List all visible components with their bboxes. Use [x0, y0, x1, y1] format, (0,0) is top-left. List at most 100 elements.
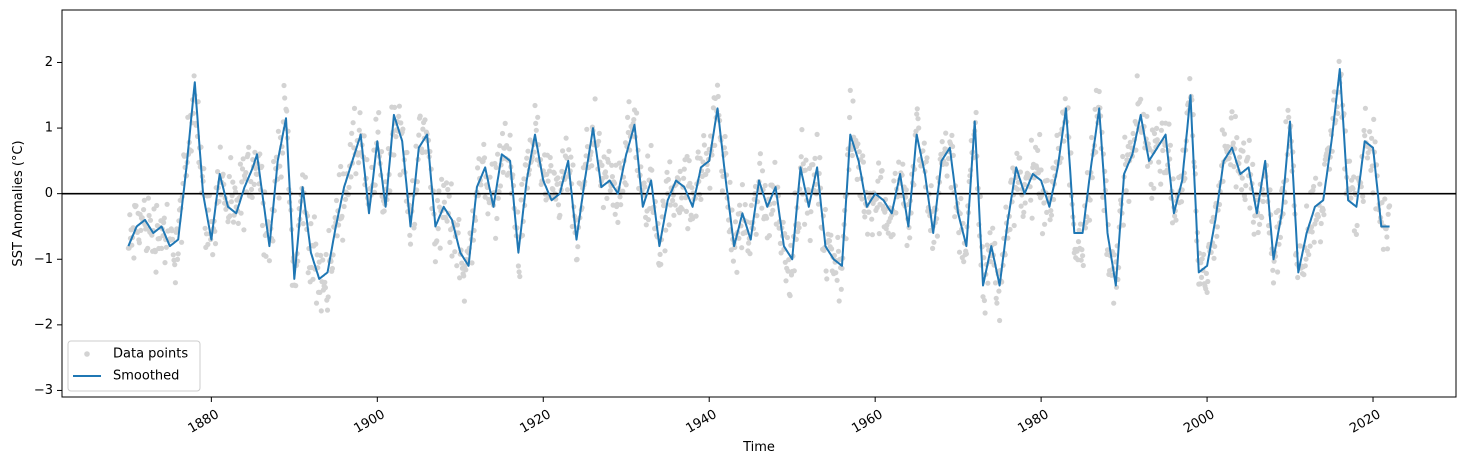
data-point — [1130, 130, 1136, 137]
data-point — [1172, 213, 1178, 219]
data-point — [748, 202, 755, 208]
data-point — [1075, 239, 1082, 245]
data-point — [679, 206, 685, 212]
data-point — [928, 183, 934, 189]
data-point — [705, 168, 711, 174]
data-point — [412, 221, 418, 227]
data-point — [822, 206, 829, 213]
data-point — [475, 165, 481, 171]
data-point — [446, 193, 452, 199]
data-point — [422, 117, 428, 123]
data-point — [1041, 200, 1047, 206]
data-point — [239, 166, 246, 172]
data-point — [1120, 222, 1126, 228]
x-tick-label: 1920 — [518, 407, 554, 437]
data-point — [934, 233, 941, 239]
data-point — [698, 196, 704, 202]
data-point — [856, 149, 862, 155]
data-point — [757, 151, 764, 157]
data-point — [1145, 163, 1151, 169]
data-point — [457, 275, 463, 281]
data-point — [174, 256, 181, 262]
data-point — [248, 178, 254, 185]
data-point — [600, 204, 607, 211]
data-point — [645, 217, 652, 223]
data-point — [478, 182, 484, 188]
data-point — [683, 208, 690, 214]
data-point — [862, 214, 868, 220]
data-point — [1096, 88, 1102, 95]
data-point — [1233, 184, 1239, 190]
data-point — [210, 252, 216, 258]
legend-box — [67, 340, 201, 392]
data-point — [322, 279, 328, 285]
data-point — [948, 185, 954, 191]
data-point — [1321, 212, 1327, 218]
data-point — [163, 244, 169, 250]
data-point — [664, 169, 670, 175]
data-point — [612, 211, 618, 217]
data-point — [338, 163, 344, 170]
data-point — [1039, 231, 1046, 237]
data-point — [584, 126, 590, 132]
data-point — [697, 155, 703, 161]
data-point — [1158, 127, 1164, 133]
data-point — [1104, 247, 1111, 253]
data-point — [172, 280, 178, 286]
data-point — [410, 178, 416, 184]
data-point — [1138, 96, 1144, 102]
data-point — [535, 114, 541, 120]
data-point — [1239, 175, 1245, 181]
data-point — [1169, 220, 1176, 226]
data-point — [693, 213, 699, 219]
data-point — [551, 170, 557, 176]
data-point — [1311, 239, 1317, 245]
data-point — [903, 187, 909, 193]
data-point — [787, 293, 793, 299]
data-point — [494, 215, 500, 222]
data-point — [276, 195, 282, 201]
data-point — [663, 227, 669, 233]
data-point — [1362, 105, 1368, 111]
data-point — [502, 120, 508, 126]
data-point — [547, 154, 553, 161]
data-point — [521, 176, 527, 182]
data-point — [722, 133, 728, 140]
data-point — [700, 159, 706, 165]
data-point — [398, 120, 404, 126]
data-point — [696, 191, 703, 198]
data-point — [481, 141, 487, 147]
data-point — [770, 207, 776, 213]
data-point — [631, 117, 637, 123]
data-point — [1371, 116, 1377, 122]
data-point — [850, 98, 856, 104]
data-point — [563, 135, 569, 141]
data-point — [1230, 140, 1236, 146]
data-point — [1306, 252, 1312, 258]
data-point — [506, 146, 512, 152]
data-point — [385, 146, 391, 152]
data-point — [1368, 167, 1374, 173]
data-point — [334, 233, 340, 239]
data-point — [796, 225, 802, 231]
data-point — [799, 127, 805, 133]
data-point — [703, 150, 710, 156]
data-point — [900, 161, 906, 167]
data-point — [878, 174, 884, 180]
data-point — [518, 197, 524, 203]
data-point — [302, 174, 308, 180]
data-point — [753, 231, 759, 237]
data-point — [162, 260, 168, 266]
data-point — [952, 214, 958, 220]
data-point — [322, 285, 328, 291]
data-point — [766, 233, 773, 239]
y-axis: −3 −2 −1 0 1 2 — [34, 55, 62, 398]
data-point — [1239, 187, 1245, 193]
data-point — [404, 149, 410, 156]
data-point — [519, 181, 525, 187]
data-point — [1211, 255, 1217, 261]
data-point — [434, 197, 441, 204]
data-point — [916, 125, 922, 131]
data-point — [795, 229, 801, 235]
data-point — [708, 133, 714, 139]
